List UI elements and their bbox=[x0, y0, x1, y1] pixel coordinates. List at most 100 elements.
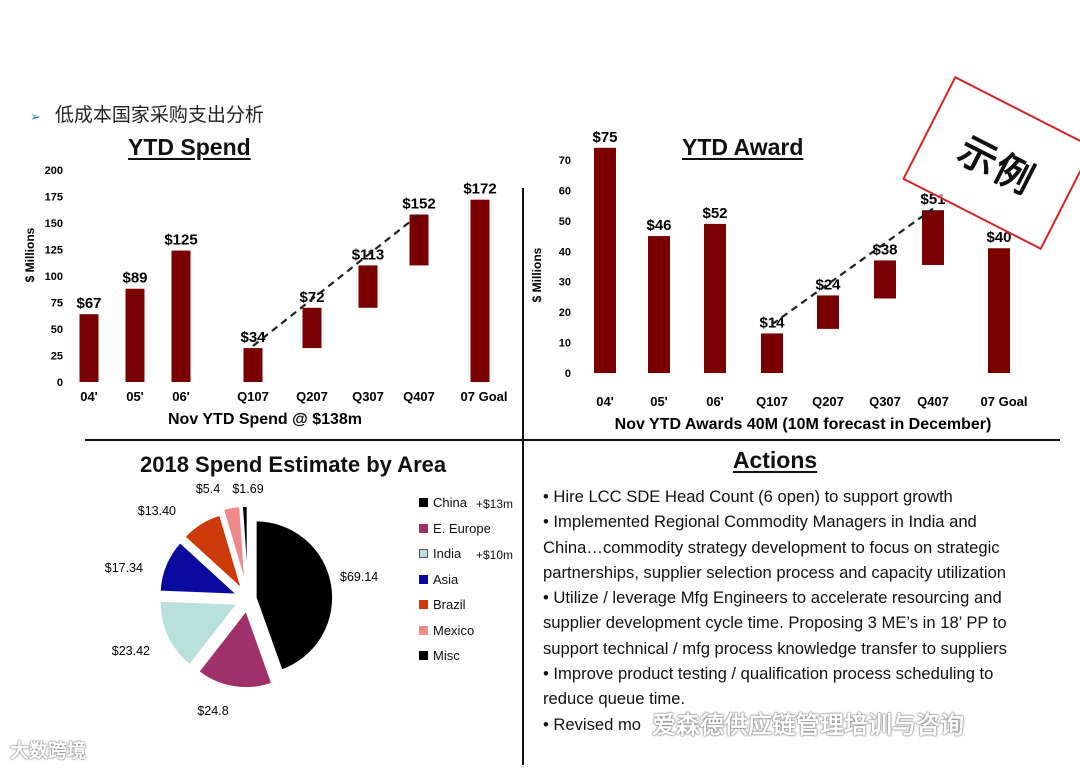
data-label: $152 bbox=[402, 196, 435, 213]
trend-line bbox=[252, 213, 420, 347]
legend-note: +$10m bbox=[476, 548, 514, 562]
bar bbox=[409, 214, 429, 266]
y-tick-label: 30 bbox=[559, 277, 571, 289]
horizontal-divider bbox=[85, 439, 1060, 441]
y-tick-label: 25 bbox=[51, 351, 63, 363]
bar bbox=[470, 199, 490, 382]
action-line: China…commodity strategy development to … bbox=[543, 537, 1000, 557]
action-line: partnerships, supplier selection process… bbox=[543, 562, 1007, 582]
watermark-left-text: 大数跨境 bbox=[10, 740, 87, 762]
heading-text: 低成本国家采购支出分析 bbox=[54, 104, 264, 126]
data-label: $34 bbox=[240, 329, 266, 346]
ytd-award-title: YTD Award bbox=[682, 134, 804, 160]
watermark-right: 爱森德供应链管理培训与咨询 bbox=[652, 705, 964, 740]
legend-label: India bbox=[433, 546, 462, 561]
x-tick-label: 07 Goal bbox=[461, 389, 508, 404]
y-tick-label: 70 bbox=[559, 155, 571, 167]
trend-line bbox=[771, 207, 934, 326]
ytd-spend-title: YTD Spend bbox=[128, 134, 251, 160]
y-tick-label: 60 bbox=[559, 185, 571, 197]
action-line: supplier development cycle time. Proposi… bbox=[543, 613, 1007, 633]
action-line: support technical / mfg process knowledg… bbox=[543, 638, 1007, 658]
legend-label: Misc bbox=[433, 648, 460, 663]
pie-slice bbox=[183, 514, 244, 592]
actions-list: • Hire LCC SDE Head Count (6 open) to su… bbox=[543, 484, 1063, 737]
y-axis-label: $ Millions bbox=[530, 247, 544, 302]
legend-label: Mexico bbox=[433, 622, 475, 638]
data-label: $89 bbox=[122, 270, 147, 287]
x-tick-label: Q207 bbox=[296, 389, 328, 404]
pie-slice bbox=[222, 505, 246, 584]
legend-label: China bbox=[433, 495, 467, 510]
pie-slice bbox=[255, 519, 334, 672]
x-tick-label: 06' bbox=[172, 389, 190, 404]
bar bbox=[125, 288, 145, 382]
y-tick-label: 50 bbox=[51, 324, 63, 336]
bar bbox=[171, 250, 191, 382]
y-tick-label: 10 bbox=[559, 338, 571, 350]
legend-label: Asia bbox=[433, 571, 459, 587]
action-line: • Revised mo bbox=[543, 714, 642, 734]
x-axis-label: Nov YTD Spend @ $138m bbox=[168, 411, 362, 428]
x-tick-label: 05' bbox=[650, 394, 668, 409]
bar bbox=[988, 248, 1010, 373]
data-label: $46 bbox=[646, 217, 671, 234]
y-axis-label: $ Millions bbox=[23, 227, 37, 282]
legend-swatch bbox=[419, 549, 428, 558]
y-tick-label: 125 bbox=[45, 245, 63, 257]
slice-label: $17.34 bbox=[105, 561, 143, 575]
x-tick-label: 07 Goal bbox=[981, 394, 1028, 409]
actions-title: Actions bbox=[732, 447, 818, 473]
action-line: • Utilize / leverage Mfg Engineers to ac… bbox=[543, 588, 1002, 608]
bar bbox=[761, 333, 783, 373]
vertical-divider bbox=[522, 188, 524, 765]
legend-note: +$13m bbox=[476, 497, 514, 511]
pie-title: 2018 Spend Estimate by Area bbox=[140, 452, 447, 477]
data-label: $75 bbox=[592, 129, 617, 146]
action-line: • Improve product testing / qualificatio… bbox=[543, 664, 994, 684]
x-tick-label: Q407 bbox=[403, 389, 435, 404]
legend-swatch bbox=[419, 651, 428, 660]
legend-label: Brazil bbox=[433, 597, 466, 612]
x-tick-label: Q107 bbox=[756, 394, 788, 409]
pie-slice bbox=[159, 600, 239, 666]
bar bbox=[704, 223, 726, 373]
y-tick-label: 200 bbox=[45, 165, 63, 177]
bar bbox=[358, 265, 378, 308]
x-tick-label: Q407 bbox=[917, 394, 949, 409]
slice-label: $23.42 bbox=[112, 644, 150, 658]
bar bbox=[874, 260, 896, 299]
x-tick-label: Q307 bbox=[352, 389, 384, 404]
y-tick-label: 50 bbox=[559, 216, 571, 228]
action-line: • Hire LCC SDE Head Count (6 open) to su… bbox=[543, 487, 953, 506]
y-tick-label: 100 bbox=[45, 271, 63, 283]
action-line: • Implemented Regional Commodity Manager… bbox=[543, 512, 977, 532]
legend-label: E. Europe bbox=[433, 520, 491, 536]
pie-slice bbox=[197, 609, 273, 689]
y-tick-label: 20 bbox=[559, 307, 571, 319]
x-tick-label: Q107 bbox=[237, 389, 269, 404]
slide-heading: ➢ 低成本国家采购支出分析 bbox=[30, 100, 264, 127]
data-label: $40 bbox=[986, 229, 1011, 246]
x-tick-label: 04' bbox=[80, 389, 98, 404]
slice-label: $69.14 bbox=[340, 570, 378, 584]
watermark-right-text: 爱森德供应链管理培训与咨询 bbox=[652, 711, 964, 739]
y-tick-label: 0 bbox=[565, 368, 571, 380]
legend-swatch bbox=[419, 625, 428, 635]
x-axis-label: Nov YTD Awards 40M (10M forecast in Dece… bbox=[615, 416, 992, 433]
bar bbox=[79, 314, 99, 382]
action-line: reduce queue time. bbox=[543, 689, 686, 709]
y-tick-label: 0 bbox=[57, 377, 63, 389]
y-tick-label: 75 bbox=[51, 298, 63, 310]
data-label: $172 bbox=[463, 181, 496, 198]
x-tick-label: 05' bbox=[126, 389, 144, 404]
y-tick-label: 150 bbox=[45, 218, 63, 230]
y-tick-label: 40 bbox=[559, 246, 571, 258]
data-label: $125 bbox=[164, 232, 197, 249]
legend-swatch bbox=[419, 498, 428, 507]
bar bbox=[817, 295, 839, 329]
x-tick-label: Q307 bbox=[869, 394, 901, 409]
bar bbox=[594, 147, 616, 373]
bar bbox=[922, 210, 944, 265]
bar bbox=[302, 307, 322, 349]
